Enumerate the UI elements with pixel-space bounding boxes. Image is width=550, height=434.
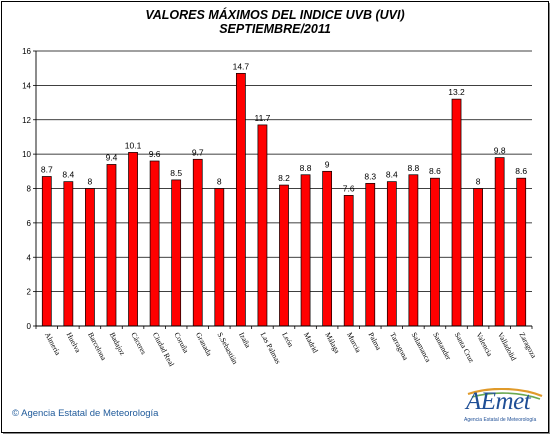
bar	[451, 98, 462, 327]
data-label: 9.7	[192, 147, 204, 157]
category-label: Huelva	[65, 331, 83, 355]
bar	[300, 174, 311, 327]
copyright-icon: ©	[12, 408, 19, 419]
category-label: Granada	[194, 331, 214, 358]
bar	[279, 184, 289, 327]
bar	[343, 195, 354, 327]
category-label: Badajoz	[108, 331, 128, 358]
category-labels: Almería Huelva Barcelona Badajoz Cáceres Ciud…	[43, 331, 539, 368]
y-tick-label: 14	[22, 81, 31, 90]
footer-credit: © Agencia Estatal de Meteorología	[12, 408, 158, 419]
data-label: 8	[476, 177, 481, 187]
chart-title: VALORES MÁXIMOS DEL INDICE UVB (UVI)	[145, 7, 404, 22]
y-tick-label: 0	[27, 322, 32, 331]
axes	[33, 50, 533, 329]
data-label: 11.7	[254, 113, 270, 123]
bar	[85, 188, 95, 327]
data-label: 8	[88, 177, 93, 187]
bar	[430, 177, 440, 327]
category-label: Murcia	[345, 331, 363, 355]
data-label: 9	[325, 159, 330, 169]
bar	[408, 174, 419, 327]
data-label: 8.2	[278, 173, 290, 183]
category-label: Ciudad Real	[151, 331, 176, 368]
category-label: Santa Cruz	[453, 331, 477, 365]
data-label: 9.6	[149, 149, 161, 159]
y-tick-label: 10	[22, 150, 31, 159]
y-tick-label: 8	[27, 185, 32, 194]
data-label: 7.6	[343, 183, 355, 193]
data-label: 8.5	[170, 168, 182, 178]
y-tick-label: 16	[22, 47, 31, 56]
bar	[171, 179, 182, 327]
bar	[494, 157, 505, 327]
data-label: 8.7	[41, 164, 53, 174]
data-label: 8.8	[300, 163, 312, 173]
category-label: Tarragona	[388, 331, 410, 363]
category-label: Zaragoza	[517, 331, 538, 360]
category-label: Palma	[366, 331, 383, 352]
logo-swoosh-icon	[467, 388, 543, 400]
chart-subtitle: SEPTIEMBRE/2011	[219, 22, 331, 36]
logo-wordmark: AEmet	[466, 388, 531, 415]
data-label: 8.8	[407, 163, 419, 173]
data-label: 10.1	[125, 140, 142, 150]
data-label: 14.7	[233, 61, 250, 71]
bar	[365, 182, 376, 327]
y-tick-label: 12	[22, 116, 31, 125]
category-label: Valencia	[474, 331, 494, 359]
data-label: 13.2	[448, 87, 465, 97]
bar	[41, 176, 52, 327]
y-tick-label: 6	[27, 219, 32, 228]
aemet-logo: AEmet Agencia Estatal de Meteorología	[462, 388, 546, 428]
category-label: Cáceres	[129, 331, 148, 356]
bar	[473, 188, 483, 327]
data-label: 8.4	[386, 170, 398, 180]
bar	[63, 181, 74, 327]
bar	[516, 177, 527, 327]
bar	[106, 164, 117, 327]
logo-tagline: Agencia Estatal de Meteorología	[464, 417, 537, 423]
bar	[128, 152, 138, 327]
data-labels: 8.7 8.4 8 9.4 10.1 9.6 8.5 9.7 8 14.7 11.7 8.2 8.8 9 7…	[41, 61, 528, 193]
bar	[235, 72, 246, 327]
category-label: Salamanca	[410, 331, 434, 364]
category-label: León	[280, 331, 295, 349]
credit-text: Agencia Estatal de Meteorología	[21, 408, 159, 419]
bars	[41, 72, 527, 327]
bar	[149, 160, 160, 327]
bar	[192, 158, 203, 327]
data-label: 8.4	[62, 170, 74, 180]
category-label: Santander	[431, 331, 453, 362]
bar	[322, 170, 333, 327]
data-label: 8.6	[429, 166, 441, 176]
data-label: 8.6	[515, 166, 527, 176]
category-label: Barcelona	[86, 331, 109, 363]
data-label: 9.4	[106, 152, 118, 162]
bar	[386, 181, 397, 327]
category-label: Madrid	[302, 331, 320, 355]
category-label: Málaga	[323, 331, 342, 356]
data-label: 9.8	[494, 146, 506, 156]
data-label: 8	[217, 177, 222, 187]
bar	[214, 188, 225, 327]
category-label: Valladolid	[496, 331, 519, 363]
y-tick-label: 2	[27, 288, 32, 297]
bar	[257, 124, 268, 327]
category-label: Izaña	[237, 331, 253, 350]
category-label: S.Sebastián	[216, 331, 240, 366]
y-tick-label: 4	[27, 253, 32, 262]
category-label: Coruña	[172, 331, 191, 355]
category-label: Las Palmas	[259, 331, 283, 366]
y-tick-labels: 0 2 4 6 8 10 12 14 16	[22, 47, 31, 331]
data-label: 8.3	[364, 171, 376, 181]
category-label: Almería	[43, 331, 63, 358]
